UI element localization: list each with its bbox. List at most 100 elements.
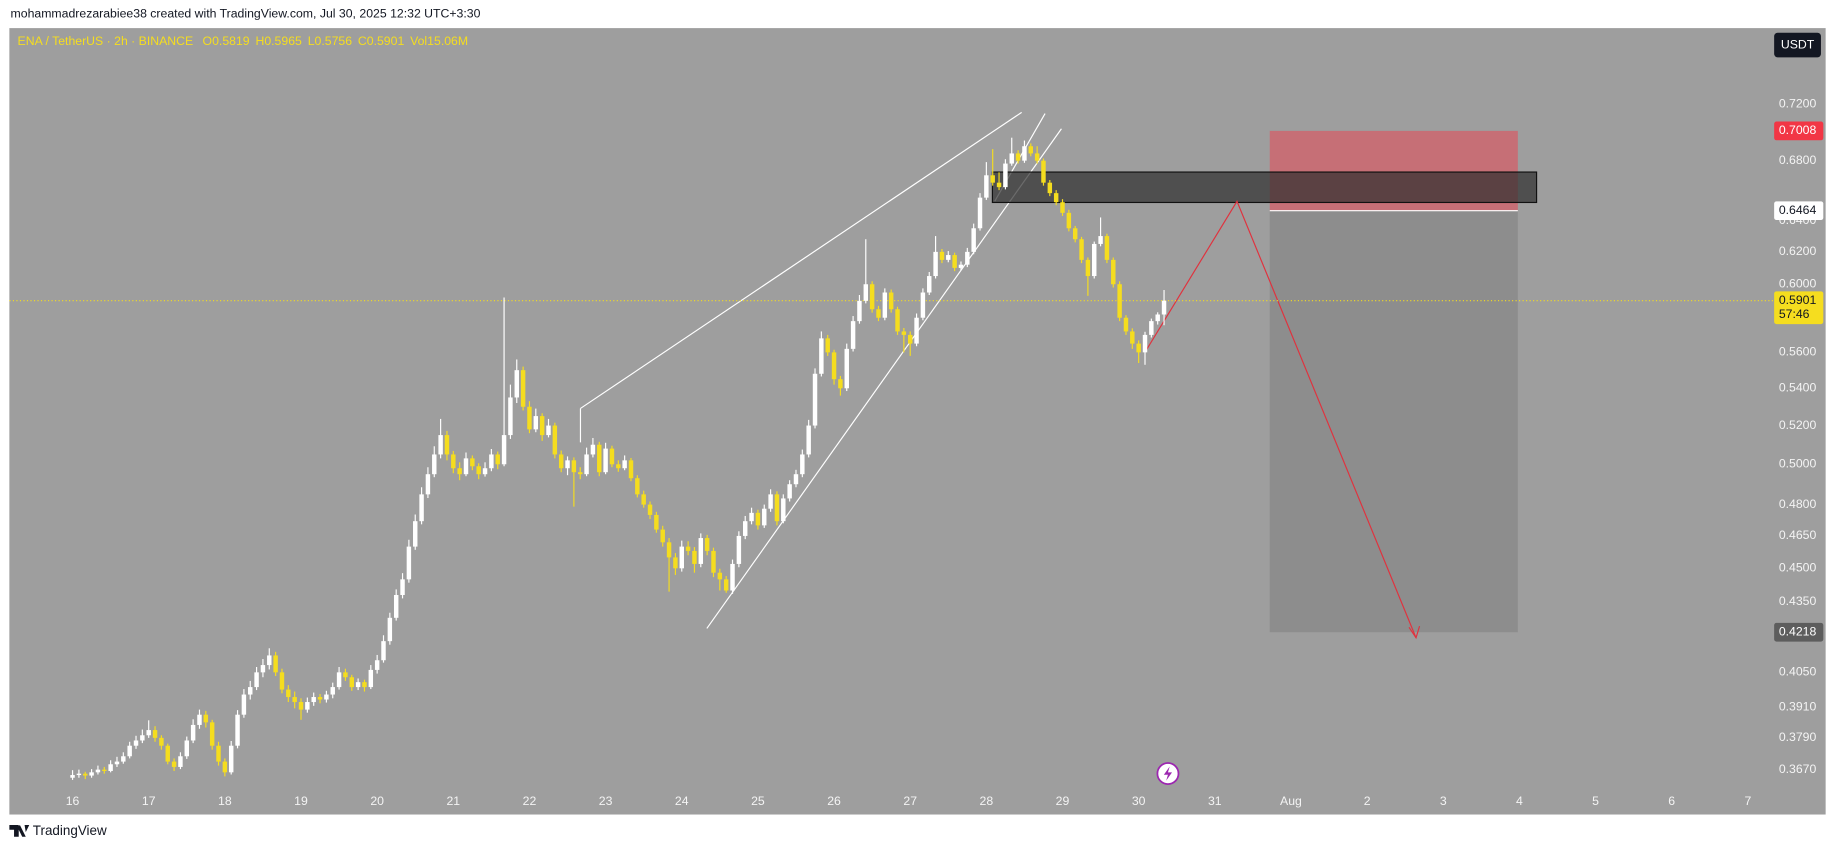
candle-body (501, 435, 507, 465)
wedge-upper-line (580, 111, 1022, 409)
candle-body (927, 276, 932, 293)
candle-body (1149, 321, 1154, 335)
candle-body (1028, 146, 1034, 154)
candle-body (273, 655, 278, 673)
candle-body (907, 334, 913, 344)
candle-body (755, 512, 761, 526)
candle-body (819, 338, 824, 374)
y-tick-label: 0.4500 (1779, 561, 1817, 575)
wedge-lower-line (706, 128, 1062, 629)
candle-body (495, 454, 500, 465)
candle-body (444, 435, 450, 455)
candle-body (952, 255, 957, 268)
candle-body (457, 468, 462, 475)
legend-line: ENA / TetherUS · 2h · BINANCE O0.5819 H0.5… (18, 34, 469, 48)
candle-body (159, 737, 164, 746)
candle-body (184, 740, 190, 757)
x-tick-label: 25 (751, 794, 765, 808)
y-tick-label: 0.4800 (1779, 497, 1817, 511)
candle-body (95, 769, 101, 773)
candle-body (1092, 243, 1097, 277)
candle-body (647, 504, 653, 515)
x-tick-label: 24 (675, 794, 689, 808)
candle-body (343, 672, 348, 678)
candle-body (914, 317, 919, 344)
candle-body (692, 550, 697, 564)
candle-body (1009, 153, 1014, 164)
candle-body (438, 435, 443, 455)
x-tick-label: 6 (1668, 794, 1675, 808)
candle-body (666, 542, 672, 558)
y-tick-label: 0.5400 (1779, 381, 1817, 395)
candle-body (597, 444, 602, 473)
candle-body (70, 775, 75, 778)
candle-body (393, 595, 399, 618)
candle-body (768, 494, 773, 509)
candle-body (152, 730, 158, 738)
candle-body (178, 756, 183, 767)
candle-body (76, 773, 82, 776)
y-tick-label: 0.4650 (1779, 528, 1817, 542)
candle-body (984, 175, 989, 198)
candle-body (1161, 300, 1167, 315)
candle-body (235, 714, 240, 746)
candle-body (381, 641, 386, 661)
candle-body (267, 655, 272, 666)
candle-body (977, 197, 983, 229)
candle-body (292, 697, 297, 703)
symbol-title: ENA / TetherUS · 2h · BINANCE (18, 34, 194, 48)
y-tick-label: 0.4350 (1779, 594, 1817, 608)
candle-body (1155, 314, 1160, 322)
candle-body (349, 677, 354, 688)
x-tick-label: 18 (218, 794, 232, 808)
candle-body (711, 550, 716, 573)
candles (9, 137, 1773, 780)
candle-body (698, 538, 704, 564)
candle-body (882, 292, 888, 318)
candle-body (425, 474, 431, 495)
legend-value: 0.5819 (212, 34, 250, 48)
candle-body (635, 478, 640, 495)
candle-body (831, 352, 837, 380)
last-price-box (1774, 291, 1824, 325)
candle-body (1034, 153, 1040, 161)
candle-body (1053, 193, 1059, 203)
candle-body (781, 498, 786, 522)
candle-body (825, 338, 830, 353)
candle-body (374, 660, 380, 670)
candle-body (146, 730, 151, 736)
candle-body (958, 264, 964, 268)
x-tick-label: 20 (370, 794, 384, 808)
candle-body (324, 694, 329, 700)
brand-name: TradingView (33, 823, 107, 838)
candle-body (578, 472, 583, 475)
candle-body (140, 735, 145, 741)
candle-body (774, 494, 780, 522)
legend-value: 15.06M (427, 34, 468, 48)
legend-value: 0.5965 (264, 34, 302, 48)
candle-body (133, 740, 139, 746)
candle-body (565, 460, 570, 469)
x-tick-label: 7 (1744, 794, 1751, 808)
candle-body (406, 546, 412, 580)
candle-body (1142, 334, 1148, 353)
y-tick-label: 0.5600 (1779, 345, 1817, 359)
candle-body (876, 309, 881, 318)
candle-body (190, 724, 196, 741)
x-tick-label: Aug (1280, 794, 1302, 808)
candle-body (673, 557, 678, 569)
target-price-label: 0.4218 (1779, 624, 1817, 638)
brand-icon (9, 825, 30, 837)
y-tick-label: 0.5000 (1779, 457, 1817, 471)
x-tick-label: 17 (142, 794, 156, 808)
candle-body (533, 416, 539, 430)
x-tick-label: 21 (446, 794, 460, 808)
candle-body (901, 331, 907, 335)
candle-body (248, 687, 253, 695)
supply-zone (991, 171, 1538, 204)
x-tick-label: 19 (294, 794, 308, 808)
candle-body (508, 397, 513, 436)
candle-body (121, 756, 126, 762)
candle-body (762, 508, 767, 526)
candle-body (1015, 153, 1021, 161)
